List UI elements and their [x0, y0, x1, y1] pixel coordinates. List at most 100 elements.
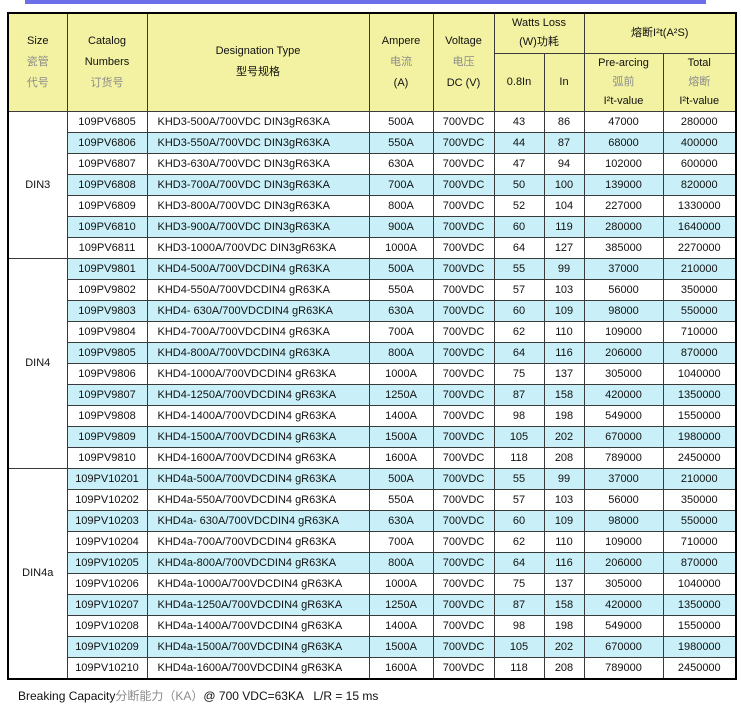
- cell-watts-0.8in: 75: [493, 362, 545, 385]
- cell-ampere: 500A: [368, 110, 434, 133]
- watts-loss-line2: (W)功耗: [519, 36, 559, 49]
- cell-watts-in: 198: [543, 404, 585, 427]
- cell-watts-0.8in: 87: [493, 383, 545, 406]
- cell-voltage: 700VDC: [432, 509, 495, 532]
- cell-prearcing-i2t: 56000: [583, 488, 664, 511]
- cell-watts-0.8in: 118: [493, 446, 545, 469]
- cell-voltage: 700VDC: [432, 614, 495, 637]
- cell-watts-in: 94: [543, 152, 585, 175]
- table-row: 109PV6808 KHD3-700A/700VDC DIN3gR63KA 700A…: [8, 173, 737, 196]
- cell-voltage: 700VDC: [432, 299, 495, 322]
- cell-total-i2t: 870000: [662, 341, 737, 364]
- cell-prearcing-i2t: 789000: [583, 656, 664, 679]
- size-group-label: DIN4: [7, 257, 68, 469]
- cell-prearcing-i2t: 420000: [583, 593, 664, 616]
- cell-ampere: 1400A: [368, 614, 434, 637]
- cell-watts-0.8in: 64: [493, 551, 545, 574]
- cell-catalog-number: 109PV9803: [66, 299, 148, 322]
- prearcing-zh: 弧前: [612, 75, 635, 88]
- table-row: 109PV10207 KHD4a-1250A/700VDCDIN4 gR63KA 1…: [8, 593, 737, 616]
- cell-total-i2t: 1550000: [662, 404, 737, 427]
- col-header-ampere: Ampere 电流 (A): [368, 12, 434, 112]
- cell-catalog-number: 109PV9804: [66, 320, 148, 343]
- cell-total-i2t: 550000: [662, 299, 737, 322]
- cell-watts-in: 104: [543, 194, 585, 217]
- cell-watts-0.8in: 60: [493, 509, 545, 532]
- cell-catalog-number: 109PV9801: [66, 257, 148, 280]
- cell-voltage: 700VDC: [432, 404, 495, 427]
- cell-catalog-number: 109PV6806: [66, 131, 148, 154]
- cell-prearcing-i2t: 305000: [583, 362, 664, 385]
- cell-watts-0.8in: 52: [493, 194, 545, 217]
- cell-total-i2t: 1350000: [662, 593, 737, 616]
- cell-voltage: 700VDC: [432, 341, 495, 364]
- cell-voltage: 700VDC: [432, 572, 495, 595]
- cell-prearcing-i2t: 98000: [583, 299, 664, 322]
- table-row: 109PV6810 KHD3-900A/700VDC DIN3gR63KA 900A…: [8, 215, 737, 238]
- cell-ampere: 500A: [368, 467, 434, 490]
- table-body: DIN3 109PV6805 KHD3-500A/700VDC DIN3gR63KA…: [7, 110, 737, 679]
- cell-prearcing-i2t: 789000: [583, 446, 664, 469]
- cell-total-i2t: 210000: [662, 467, 737, 490]
- cell-watts-0.8in: 98: [493, 614, 545, 637]
- cell-voltage: 700VDC: [432, 530, 495, 553]
- col-header-ampere-unit: (A): [393, 76, 409, 89]
- cell-designation-type: KHD4a-1400A/700VDCDIN4 gR63KA: [146, 614, 370, 637]
- cell-catalog-number: 109PV9807: [66, 383, 148, 406]
- prearcing-en: Pre-arcing: [598, 56, 649, 69]
- cell-catalog-number: 109PV10201: [66, 467, 148, 490]
- cell-total-i2t: 870000: [662, 551, 737, 574]
- cell-watts-in: 87: [543, 131, 585, 154]
- cell-watts-in: 198: [543, 614, 585, 637]
- table-row: 109PV9807 KHD4-1250A/700VDCDIN4 gR63KA 125…: [8, 383, 737, 406]
- cell-watts-in: 158: [543, 593, 585, 616]
- cell-ampere: 800A: [368, 551, 434, 574]
- cell-designation-type: KHD4-1250A/700VDCDIN4 gR63KA: [146, 383, 370, 406]
- cell-watts-0.8in: 98: [493, 404, 545, 427]
- cell-catalog-number: 109PV10209: [66, 635, 148, 658]
- cell-catalog-number: 109PV9808: [66, 404, 148, 427]
- cell-designation-type: KHD4- 630A/700VDCDIN4 gR63KA: [146, 299, 370, 322]
- col-header-catalog-zh: 订货号: [90, 76, 124, 89]
- cell-watts-0.8in: 60: [493, 215, 545, 238]
- cell-ampere: 1500A: [368, 425, 434, 448]
- watts-loss-line1: Watts Loss: [512, 17, 566, 30]
- cell-total-i2t: 710000: [662, 530, 737, 553]
- cell-total-i2t: 1980000: [662, 635, 737, 658]
- cell-prearcing-i2t: 549000: [583, 404, 664, 427]
- cell-ampere: 550A: [368, 278, 434, 301]
- cell-watts-in: 202: [543, 635, 585, 658]
- cell-ampere: 1000A: [368, 362, 434, 385]
- table-row: 109PV10209 KHD4a-1500A/700VDCDIN4 gR63KA 1…: [8, 635, 737, 658]
- cell-prearcing-i2t: 47000: [583, 110, 664, 133]
- cell-prearcing-i2t: 68000: [583, 131, 664, 154]
- col-header-size: Size 瓷管 代号: [7, 12, 68, 112]
- cell-ampere: 1500A: [368, 635, 434, 658]
- cell-catalog-number: 109PV6811: [66, 236, 148, 259]
- table-row: 109PV9802 KHD4-550A/700VDCDIN4 gR63KA 550A…: [8, 278, 737, 301]
- cell-watts-in: 202: [543, 425, 585, 448]
- cell-designation-type: KHD4a-1000A/700VDCDIN4 gR63KA: [146, 572, 370, 595]
- table-row: 109PV10204 KHD4a-700A/700VDCDIN4 gR63KA 70…: [8, 530, 737, 553]
- cell-catalog-number: 109PV6808: [66, 173, 148, 196]
- cell-watts-0.8in: 57: [493, 278, 545, 301]
- table-row: 109PV9806 KHD4-1000A/700VDCDIN4 gR63KA 100…: [8, 362, 737, 385]
- cell-watts-0.8in: 62: [493, 320, 545, 343]
- cell-ampere: 800A: [368, 194, 434, 217]
- cell-voltage: 700VDC: [432, 362, 495, 385]
- cell-catalog-number: 109PV10204: [66, 530, 148, 553]
- cell-designation-type: KHD3-900A/700VDC DIN3gR63KA: [146, 215, 370, 238]
- cell-prearcing-i2t: 109000: [583, 320, 664, 343]
- cell-watts-in: 137: [543, 362, 585, 385]
- cell-watts-in: 208: [543, 446, 585, 469]
- cell-watts-0.8in: 64: [493, 341, 545, 364]
- col-header-voltage-en: Voltage: [445, 34, 482, 47]
- cell-designation-type: KHD4a-1500A/700VDCDIN4 gR63KA: [146, 635, 370, 658]
- cell-total-i2t: 350000: [662, 278, 737, 301]
- table-row: 109PV10206 KHD4a-1000A/700VDCDIN4 gR63KA 1…: [8, 572, 737, 595]
- cell-watts-0.8in: 64: [493, 236, 545, 259]
- cell-ampere: 1000A: [368, 236, 434, 259]
- col-header-size-en: Size: [27, 34, 49, 47]
- cell-total-i2t: 2270000: [662, 236, 737, 259]
